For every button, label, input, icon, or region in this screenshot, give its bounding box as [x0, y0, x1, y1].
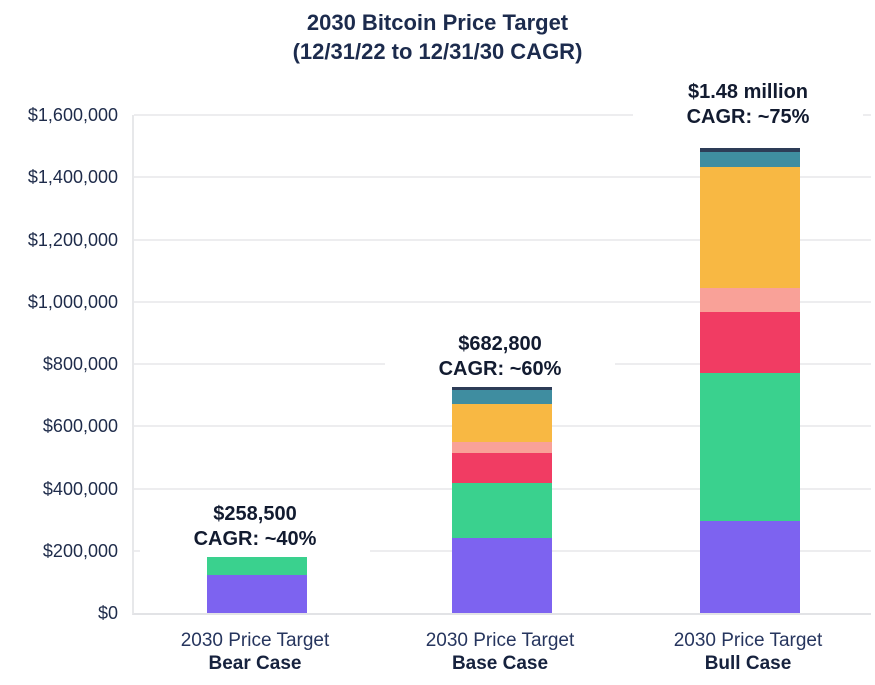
- chart-title-line1: 2030 Bitcoin Price Target: [306, 10, 569, 35]
- segment-salmon: [452, 442, 552, 453]
- gridline: [134, 176, 871, 179]
- annotation-bear-case: $258,500 CAGR: ~40%: [140, 501, 370, 553]
- x-label-line1: 2030 Price Target: [425, 630, 575, 651]
- segment-purple: [700, 520, 800, 613]
- segment-crimson: [700, 312, 800, 373]
- x-label-line2: Bear Case: [208, 653, 302, 674]
- bar-base-case: [452, 386, 552, 613]
- y-tick-label: $1,200,000: [27, 229, 118, 250]
- y-tick-label: $1,600,000: [27, 105, 118, 125]
- chart-title-line2: (12/31/22 to 12/31/30 CAGR): [292, 39, 583, 64]
- y-tick-label: $0: [97, 603, 118, 623]
- y-tick-label: $1,000,000: [27, 291, 118, 312]
- annotation-cagr: CAGR: ~75%: [686, 106, 810, 128]
- segment-green: [207, 557, 307, 576]
- segment-purple: [452, 538, 552, 613]
- segment-teal: [452, 389, 552, 405]
- gridline: [134, 300, 871, 303]
- y-tick-label: $800,000: [42, 354, 118, 374]
- x-label-line1: 2030 Price Target: [673, 630, 823, 651]
- x-label-bear-case: 2030 Price Target Bear Case: [135, 629, 375, 675]
- segment-green: [700, 372, 800, 521]
- gridline: [134, 238, 871, 241]
- x-label-line1: 2030 Price Target: [180, 630, 330, 651]
- segment-navy: [452, 386, 552, 390]
- annotation-price: $682,800: [458, 333, 542, 355]
- segment-teal: [700, 152, 800, 167]
- bar-bull-case: [700, 148, 800, 613]
- annotation-base-case: $682,800 CAGR: ~60%: [385, 331, 615, 383]
- x-label-line2: Bull Case: [704, 653, 792, 674]
- annotation-price: $1.48 million: [687, 81, 809, 103]
- segment-green: [452, 482, 552, 538]
- x-label-base-case: 2030 Price Target Base Case: [380, 629, 620, 675]
- segment-amber: [452, 404, 552, 442]
- annotation-cagr: CAGR: ~60%: [438, 358, 562, 380]
- y-tick-label: $200,000: [42, 540, 118, 561]
- plot-area: [132, 114, 871, 615]
- segment-amber: [700, 166, 800, 289]
- segment-salmon: [700, 288, 800, 313]
- bar-bear-case: [207, 557, 307, 613]
- x-label-line2: Base Case: [451, 653, 549, 674]
- segment-navy: [700, 148, 800, 153]
- x-label-bull-case: 2030 Price Target Bull Case: [628, 629, 868, 675]
- segment-purple: [207, 575, 307, 613]
- chart-title: 2030 Bitcoin Price Target (12/31/22 to 1…: [0, 8, 875, 66]
- y-tick-label: $1,400,000: [27, 167, 118, 188]
- y-tick-label: $600,000: [42, 416, 118, 437]
- annotation-bull-case: $1.48 million CAGR: ~75%: [633, 79, 863, 131]
- annotation-cagr: CAGR: ~40%: [193, 528, 317, 550]
- gridline: [134, 114, 871, 116]
- annotation-price: $258,500: [213, 503, 297, 525]
- y-tick-label: $400,000: [42, 478, 118, 499]
- segment-crimson: [452, 452, 552, 483]
